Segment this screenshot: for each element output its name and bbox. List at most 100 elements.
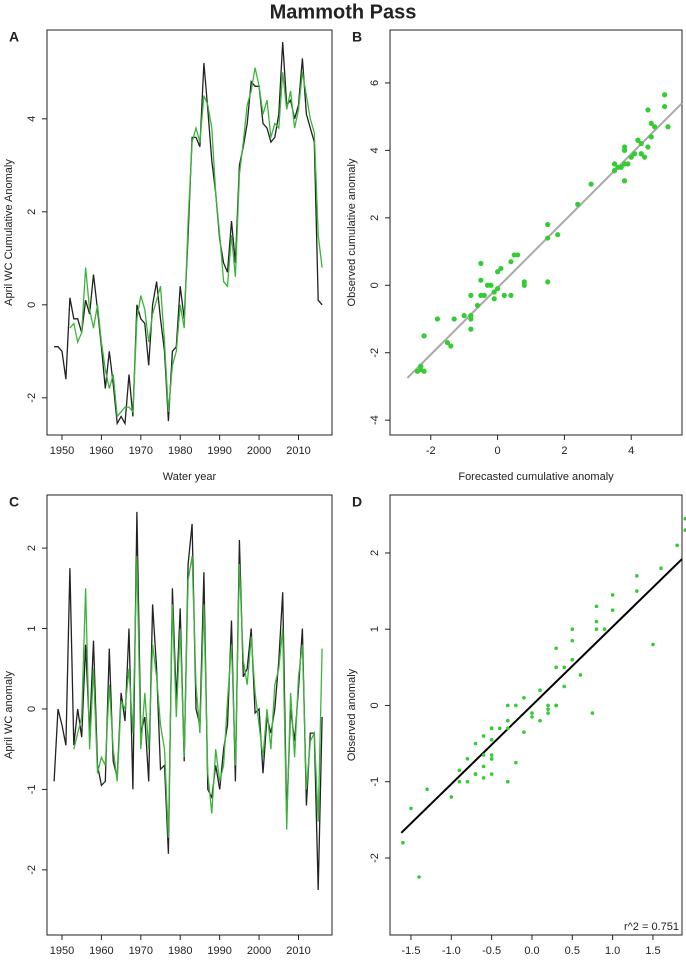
x-tick-label: 1970 (129, 945, 153, 957)
fit-line (406, 102, 683, 379)
panel-label: B (352, 29, 362, 45)
point (545, 221, 551, 228)
y-tick-label: 1 (369, 626, 381, 632)
series-line (73, 555, 323, 838)
point (481, 764, 486, 769)
y-tick-label: -1 (26, 785, 38, 795)
point (522, 730, 526, 734)
point (545, 279, 551, 285)
point (489, 753, 494, 757)
point (665, 124, 671, 130)
y-tick-label: -1 (369, 777, 381, 787)
point (468, 292, 474, 298)
point (418, 366, 424, 373)
point (522, 696, 526, 700)
x-tick-label: 1990 (207, 445, 231, 457)
point (594, 604, 599, 609)
point (575, 201, 581, 207)
point (498, 265, 504, 272)
x-axis-label: Water year (163, 471, 217, 483)
point (448, 343, 454, 349)
point (570, 638, 575, 643)
point (481, 734, 486, 738)
x-tick-label: 2 (561, 445, 567, 457)
plot-frame (389, 29, 683, 436)
point (401, 840, 405, 845)
point (662, 92, 668, 98)
x-tick-label: 1.0 (605, 945, 620, 957)
point (594, 619, 599, 624)
point (538, 718, 542, 723)
point (514, 760, 518, 765)
point (474, 302, 481, 309)
point (675, 543, 679, 548)
point (645, 107, 651, 113)
y-axis-label: April WC Cumulative Anomaly (3, 159, 15, 306)
point (494, 286, 501, 292)
point (489, 726, 494, 731)
y-tick-label: 6 (369, 80, 381, 86)
x-tick-label: 1950 (50, 945, 74, 957)
point (635, 137, 641, 143)
point (478, 260, 484, 266)
y-axis-label: Observed anomaly (346, 668, 358, 761)
x-tick-label: -2 (426, 445, 436, 457)
point (659, 566, 663, 571)
point (481, 776, 486, 780)
y-axis-label: Observed cumulative anomaly (346, 158, 358, 306)
point (409, 806, 413, 811)
point (638, 151, 644, 157)
point (570, 657, 575, 662)
y-tick-label: 1 (26, 625, 38, 631)
point (444, 340, 451, 346)
point (554, 665, 558, 670)
point (530, 711, 534, 715)
point (417, 875, 421, 879)
point (468, 326, 474, 332)
point (635, 589, 639, 593)
point (521, 282, 527, 288)
x-tick-label: 2000 (247, 445, 271, 457)
point (434, 316, 441, 322)
point (491, 296, 497, 302)
y-tick-label: -2 (369, 348, 381, 358)
point (505, 718, 510, 723)
x-tick-label: -1.5 (401, 945, 420, 957)
point (494, 269, 501, 275)
point (651, 642, 655, 647)
x-tick-label: 1980 (168, 945, 192, 957)
x-tick-label: 1950 (50, 445, 74, 457)
x-tick-label: 1970 (129, 445, 153, 457)
y-tick-label: 0 (369, 702, 381, 708)
panel-label: D (352, 494, 362, 510)
point (514, 703, 518, 708)
point (645, 144, 651, 150)
y-tick-label: 0 (26, 706, 38, 712)
point (546, 711, 550, 715)
point (449, 795, 454, 799)
point (562, 665, 567, 670)
point (505, 703, 510, 708)
point (465, 757, 470, 761)
y-tick-label: -2 (26, 393, 38, 403)
point (554, 646, 558, 651)
x-tick-label: 2010 (286, 945, 310, 957)
point (618, 164, 624, 170)
point (497, 726, 502, 731)
point (465, 779, 470, 784)
x-tick-label: 0 (495, 445, 501, 457)
point (683, 528, 686, 532)
point (538, 688, 542, 693)
point (478, 277, 484, 283)
point (468, 316, 474, 322)
y-tick-label: -2 (26, 865, 38, 875)
point (621, 147, 628, 153)
point (505, 726, 510, 731)
point (457, 779, 462, 784)
point (570, 627, 575, 632)
point (508, 292, 514, 298)
point (648, 120, 654, 127)
point (578, 673, 583, 677)
